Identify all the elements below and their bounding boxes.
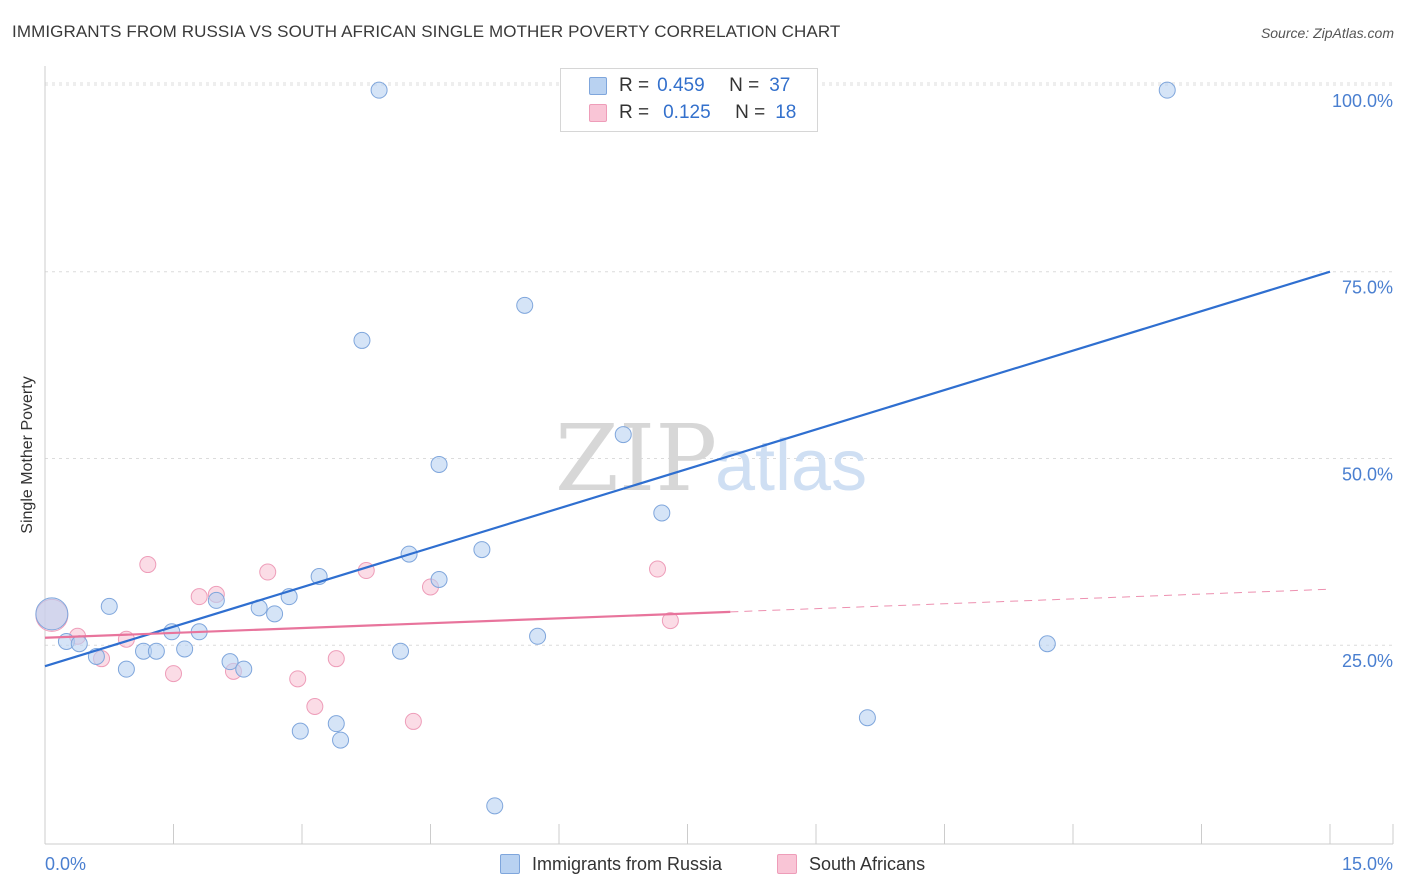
points-south-africans: [35, 556, 679, 730]
data-point-blue: [516, 296, 534, 314]
data-point-pink: [139, 556, 157, 574]
data-point-pink: [190, 588, 208, 606]
legend-r-value: 0.125: [663, 102, 711, 123]
legend-row-russia: R = 0.459 N = 37: [561, 73, 790, 99]
legend-n-value: 37: [769, 75, 791, 96]
data-point-blue: [529, 627, 547, 645]
axes: [44, 66, 1394, 845]
data-point-blue: [430, 455, 448, 473]
legend-swatch-blue: [589, 77, 607, 95]
trend-line-blue: [44, 270, 1331, 668]
data-point-blue: [430, 570, 448, 588]
data-point-pink: [306, 697, 324, 715]
legend-r-value: 0.459: [657, 75, 705, 96]
data-point-blue: [1158, 81, 1176, 99]
points-immigrants-from-russia: [35, 81, 1176, 815]
legend-row-south-africans: R = 0.125 N = 18: [561, 100, 796, 126]
grid-lines: [45, 82, 1393, 646]
legend-n-label: N =: [735, 102, 766, 123]
data-point-pink: [404, 712, 422, 730]
data-point-blue: [235, 660, 253, 678]
bottom-legend-label-south-africans: South Africans: [809, 853, 926, 874]
data-point-blue: [653, 504, 671, 522]
legend-n-value: 18: [775, 102, 797, 123]
stats-legend: R = 0.459 N = 37 R = 0.125 N = 18: [560, 68, 818, 132]
data-point-blue: [370, 81, 388, 99]
source-label: Source: ZipAtlas.com: [1260, 25, 1394, 41]
data-point-pink: [327, 650, 345, 668]
data-point-blue: [473, 541, 491, 559]
data-point-blue: [100, 597, 118, 615]
y-tick-label: 100.0%: [1332, 91, 1393, 111]
data-point-blue: [332, 731, 350, 749]
data-point-pink: [649, 560, 667, 578]
data-point-pink: [165, 665, 182, 683]
data-point-blue: [858, 709, 876, 727]
legend-r-label: R =: [619, 75, 650, 96]
data-point-blue: [291, 722, 309, 740]
legend-n-label: N =: [729, 75, 760, 96]
data-point-blue: [392, 642, 410, 660]
tick-labels: 25.0% 50.0% 75.0% 100.0% 0.0% 15.0%: [45, 91, 1393, 874]
data-point-pink: [259, 563, 277, 581]
data-point-blue: [353, 331, 371, 349]
data-point-blue: [70, 635, 88, 653]
y-tick-label: 25.0%: [1342, 651, 1393, 671]
bottom-legend-russia: Immigrants from Russia: [500, 852, 722, 876]
data-point-blue: [35, 597, 69, 631]
trend-lines: [44, 270, 1331, 668]
data-point-blue: [327, 715, 345, 733]
data-point-blue: [1038, 635, 1056, 653]
y-tick-label: 50.0%: [1342, 464, 1393, 484]
legend-swatch-pink: [589, 104, 607, 122]
data-point-blue: [486, 797, 504, 815]
bottom-legend-south-africans: South Africans: [777, 852, 925, 876]
watermark-zip: ZIP: [555, 405, 717, 512]
x-tick-label: 15.0%: [1342, 854, 1393, 874]
legend-r-label: R =: [619, 102, 650, 123]
trend-line-dashed-pink: [730, 588, 1331, 613]
data-point-blue: [176, 640, 194, 658]
data-point-blue: [614, 426, 632, 444]
data-point-blue: [117, 660, 135, 678]
watermark: ZIP atlas: [555, 405, 867, 512]
bottom-legend-swatch-pink: [777, 854, 797, 874]
data-point-blue: [147, 642, 165, 660]
y-tick-label: 75.0%: [1342, 278, 1393, 298]
data-point-blue: [207, 591, 225, 609]
data-point-blue: [266, 605, 284, 623]
data-point-pink: [661, 612, 679, 630]
trend-line-pink: [44, 610, 731, 639]
data-point-pink: [289, 670, 307, 688]
watermark-atlas: atlas: [715, 426, 867, 506]
bottom-legend-swatch-blue: [500, 854, 520, 874]
chart-title: IMMIGRANTS FROM RUSSIA VS SOUTH AFRICAN …: [12, 22, 841, 41]
x-tick-label: 0.0%: [45, 854, 86, 874]
data-point-blue: [221, 653, 239, 671]
bottom-legend-label-russia: Immigrants from Russia: [532, 853, 723, 874]
